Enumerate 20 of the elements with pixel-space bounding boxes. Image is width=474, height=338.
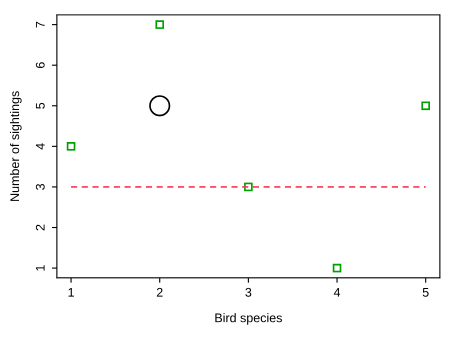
y-tick-label: 6 (36, 62, 45, 68)
y-tick-label: 5 (36, 102, 45, 109)
y-tick-label: 7 (36, 22, 45, 28)
y-axis-title: Number of sightings (10, 91, 22, 201)
y-tick-label: 2 (36, 224, 45, 230)
x-tick-label: 3 (245, 288, 252, 297)
point (155, 20, 164, 29)
y-tick-label: 1 (36, 265, 45, 271)
point (421, 101, 430, 110)
x-tick-label: 5 (422, 288, 429, 297)
x-tick-label: 4 (334, 288, 340, 297)
point (66, 142, 76, 151)
point (149, 95, 170, 116)
point (244, 182, 253, 192)
y-tick-label: 3 (36, 184, 45, 190)
x-tick-label: 1 (68, 288, 74, 297)
x-tick-label: 2 (156, 288, 163, 297)
point (332, 264, 342, 272)
x-axis-title: Bird species (215, 313, 282, 325)
y-tick-label: 4 (36, 143, 45, 150)
